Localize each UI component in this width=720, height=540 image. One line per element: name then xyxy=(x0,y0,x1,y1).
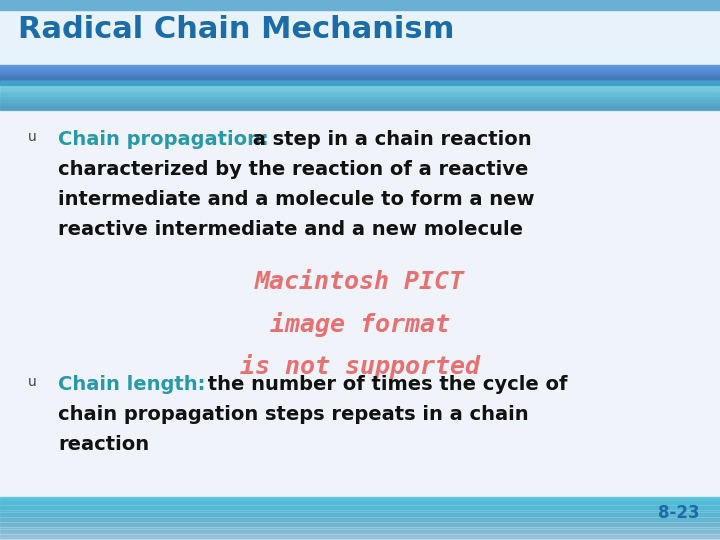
Bar xyxy=(0,505,720,508)
Text: intermediate and a molecule to form a new: intermediate and a molecule to form a ne… xyxy=(58,190,534,209)
Text: image format: image format xyxy=(270,312,450,337)
Bar xyxy=(0,535,720,537)
Bar xyxy=(0,105,720,106)
Bar xyxy=(0,511,720,513)
Bar xyxy=(0,530,720,531)
Bar xyxy=(0,523,720,525)
Bar xyxy=(0,88,720,90)
Bar xyxy=(0,521,720,523)
Bar xyxy=(0,504,720,506)
Bar xyxy=(0,99,720,100)
Bar xyxy=(0,77,720,78)
Bar xyxy=(0,76,720,77)
Text: Macintosh PICT: Macintosh PICT xyxy=(255,270,465,294)
Bar xyxy=(0,72,720,74)
Bar xyxy=(0,86,720,87)
Bar xyxy=(0,512,720,515)
Bar xyxy=(0,516,720,518)
Text: Chain propagation:: Chain propagation: xyxy=(58,130,269,149)
Bar xyxy=(0,107,720,109)
Bar xyxy=(0,94,720,96)
Bar xyxy=(0,82,720,84)
Text: is not supported: is not supported xyxy=(240,354,480,379)
Bar xyxy=(0,518,720,519)
Bar xyxy=(0,92,720,93)
Bar xyxy=(0,95,720,97)
Bar xyxy=(0,103,720,104)
Text: reaction: reaction xyxy=(58,435,149,454)
Text: reactive intermediate and a new molecule: reactive intermediate and a new molecule xyxy=(58,220,523,239)
Text: chain propagation steps repeats in a chain: chain propagation steps repeats in a cha… xyxy=(58,405,528,424)
Bar xyxy=(0,100,720,102)
Bar xyxy=(0,70,720,71)
Text: u: u xyxy=(28,375,37,389)
Bar xyxy=(0,526,720,528)
Bar xyxy=(0,538,720,540)
Bar xyxy=(0,71,720,73)
Bar xyxy=(0,93,720,94)
Text: the number of times the cycle of: the number of times the cycle of xyxy=(201,375,567,394)
Bar xyxy=(0,83,720,84)
Text: characterized by the reaction of a reactive: characterized by the reaction of a react… xyxy=(58,160,528,179)
Bar xyxy=(0,531,720,533)
Text: 8-23: 8-23 xyxy=(658,504,700,522)
Bar xyxy=(0,89,720,91)
Bar xyxy=(0,524,720,526)
Bar xyxy=(0,508,720,509)
Bar xyxy=(0,104,720,105)
Bar xyxy=(0,82,720,83)
Bar xyxy=(0,64,720,66)
Bar xyxy=(0,528,720,530)
Bar xyxy=(0,502,720,504)
Bar xyxy=(0,66,720,68)
Bar xyxy=(0,497,720,499)
Bar xyxy=(0,71,720,72)
Bar xyxy=(0,84,720,86)
Bar xyxy=(0,0,720,10)
Bar xyxy=(0,91,720,92)
Bar xyxy=(0,68,720,69)
Bar xyxy=(0,533,720,535)
Bar xyxy=(0,73,720,75)
Bar xyxy=(0,83,720,85)
Bar xyxy=(0,78,720,79)
Bar xyxy=(0,78,720,80)
Bar xyxy=(0,80,720,81)
Bar xyxy=(0,80,720,82)
Bar xyxy=(0,87,720,89)
Text: a step in a chain reaction: a step in a chain reaction xyxy=(246,130,531,149)
Text: u: u xyxy=(28,130,37,144)
Bar xyxy=(0,84,720,85)
Bar xyxy=(0,109,720,110)
Bar xyxy=(0,75,720,76)
Bar xyxy=(0,514,720,516)
Bar xyxy=(0,98,720,99)
Text: Radical Chain Mechanism: Radical Chain Mechanism xyxy=(18,16,454,44)
Bar xyxy=(0,501,720,503)
Text: Chain length:: Chain length: xyxy=(58,375,205,394)
Bar xyxy=(0,69,720,70)
Bar xyxy=(0,0,720,75)
Bar xyxy=(0,65,720,67)
Bar xyxy=(0,106,720,107)
Bar xyxy=(0,97,720,98)
Bar xyxy=(0,102,720,103)
Bar xyxy=(0,79,720,81)
Bar xyxy=(0,509,720,511)
Bar xyxy=(0,499,720,501)
Bar xyxy=(0,81,720,83)
Bar xyxy=(0,519,720,521)
Bar xyxy=(0,536,720,538)
